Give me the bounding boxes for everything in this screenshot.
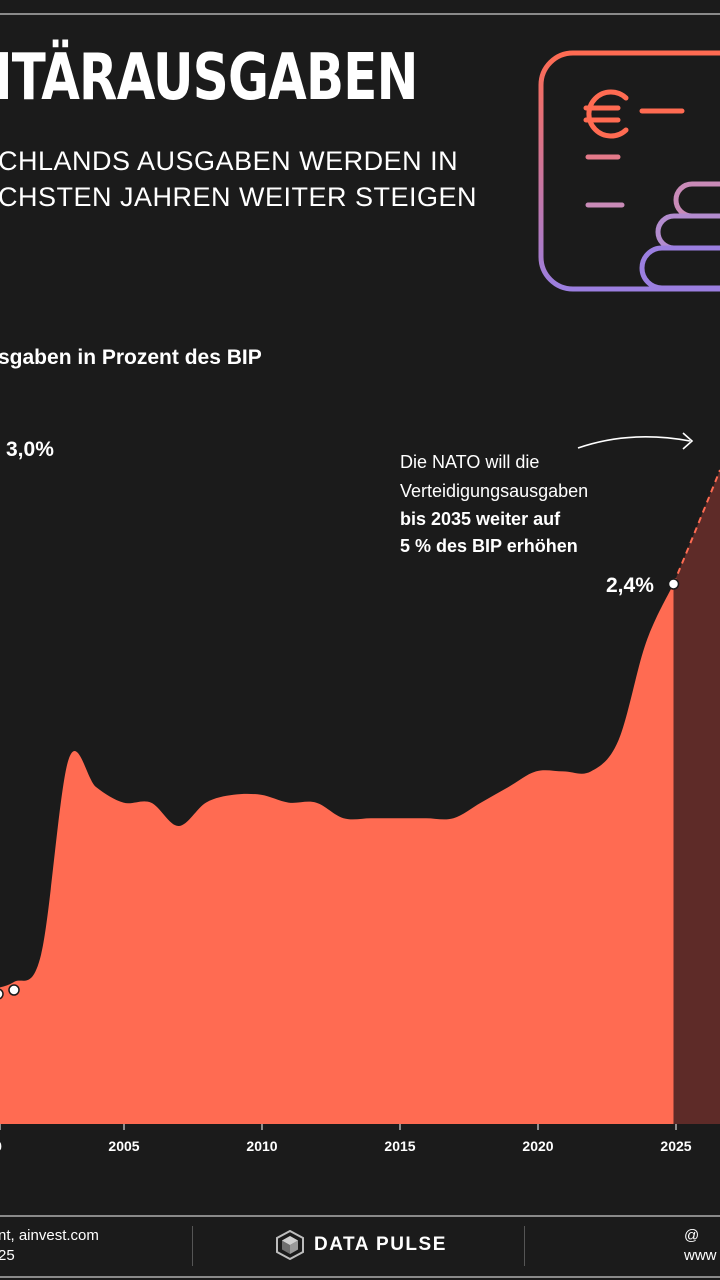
- data-point-marker: [667, 578, 680, 590]
- data-point-marker: [0, 988, 4, 1000]
- subtitle-line-2: CHSTEN JAHREN WEITER STEIGEN: [0, 182, 478, 212]
- top-border: [0, 13, 720, 15]
- contact-info: @ www: [684, 1226, 717, 1266]
- subtitle-line-1: CHLANDS AUSGABEN WERDEN IN: [0, 146, 459, 176]
- page-title: ITÄRAUSGABEN: [0, 41, 418, 115]
- footer-bottom-border: [0, 1276, 720, 1278]
- source-credit: nt, ainvest.com 25: [0, 1226, 99, 1266]
- x-tick-label: 2005: [108, 1138, 139, 1154]
- footer-divider-left: [192, 1226, 193, 1266]
- annotation-line-4: 5 % des BIP erhöhen: [400, 536, 578, 556]
- footer-divider-right: [524, 1226, 525, 1266]
- bottom-border: [0, 1215, 720, 1217]
- projection-area: [673, 470, 720, 1124]
- brand: DATA PULSE: [276, 1230, 447, 1260]
- x-tick-label: 0: [0, 1138, 2, 1154]
- spending-area: [0, 584, 674, 1124]
- annotation-line-3: bis 2035 weiter auf: [400, 509, 561, 529]
- projection-line: [672, 469, 720, 585]
- coin-stack-icon: [639, 181, 720, 291]
- early-high-value-label: 3,0%: [6, 438, 54, 461]
- source-line-1: nt, ainvest.com: [0, 1227, 99, 1244]
- latest-value-label: 2,4%: [606, 574, 654, 597]
- chart-subtitle: sgaben in Prozent des BIP: [0, 346, 262, 369]
- x-tick-label: 2020: [522, 1138, 553, 1154]
- x-tick-label: 2010: [246, 1138, 277, 1154]
- data-point-marker: [8, 984, 20, 996]
- source-line-2: 25: [0, 1247, 15, 1264]
- euro-document-icon: [538, 50, 720, 292]
- contact-line-2: www: [684, 1247, 717, 1264]
- brand-name: DATA PULSE: [314, 1234, 447, 1255]
- data-pulse-logo-icon: [276, 1230, 304, 1260]
- x-tick-label: 2015: [384, 1138, 415, 1154]
- contact-line-1: @: [684, 1227, 700, 1244]
- area-chart: 0 2005 2010 2015 2020 2025 3,0% 2,4% Die NATO…: [0, 432, 720, 1154]
- curved-arrow-icon: [577, 432, 694, 450]
- nato-annotation: Die NATO will die Verteidigungsausgaben …: [400, 432, 694, 556]
- annotation-line-2: Verteidigungsausgaben: [400, 481, 588, 501]
- x-tick-label: 2025: [660, 1138, 691, 1154]
- annotation-line-1: Die NATO will die: [400, 452, 539, 472]
